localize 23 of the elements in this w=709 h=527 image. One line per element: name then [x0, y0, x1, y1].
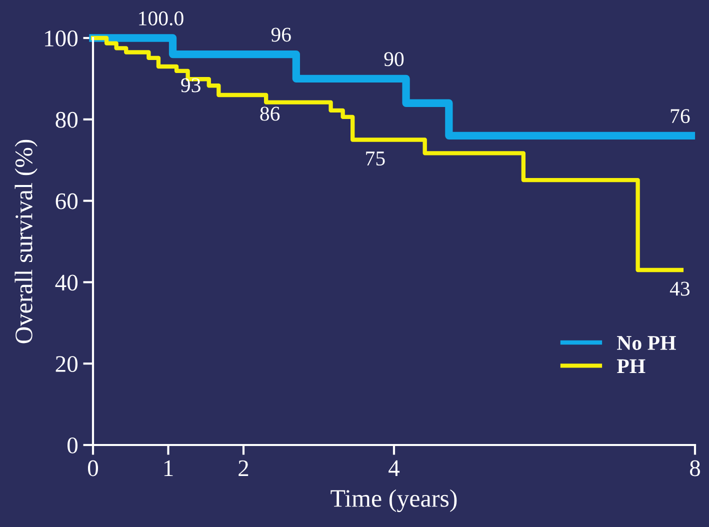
- annotation: 75: [366, 152, 385, 166]
- x-tick-label: 1: [164, 460, 173, 476]
- y-tick-label: 80: [56, 112, 78, 128]
- y-tick-label: 0: [68, 437, 78, 454]
- y-axis-title: Overall survival (%): [14, 140, 38, 344]
- x-tick-label: 4: [388, 460, 400, 476]
- x-tick-label: 0: [88, 460, 98, 476]
- legend-label: No PH: [617, 336, 676, 350]
- annotation: 93: [181, 78, 200, 92]
- annotation: 43: [670, 282, 690, 296]
- annotation: 76: [670, 109, 690, 124]
- annotation: 90: [384, 52, 404, 66]
- annotation: 96: [271, 28, 291, 42]
- annotation: 86: [260, 106, 280, 121]
- annotation: 100.0: [139, 11, 184, 26]
- y-tick-label: 100: [45, 30, 78, 46]
- x-tick-label: 2: [238, 460, 248, 476]
- y-tick-label: 60: [56, 193, 78, 210]
- x-tick-label: 8: [690, 460, 700, 476]
- x-axis-title: Time (years): [330, 489, 457, 512]
- y-tick-label: 40: [55, 274, 78, 291]
- y-tick-label: 20: [56, 356, 78, 372]
- legend-label: PH: [617, 359, 646, 373]
